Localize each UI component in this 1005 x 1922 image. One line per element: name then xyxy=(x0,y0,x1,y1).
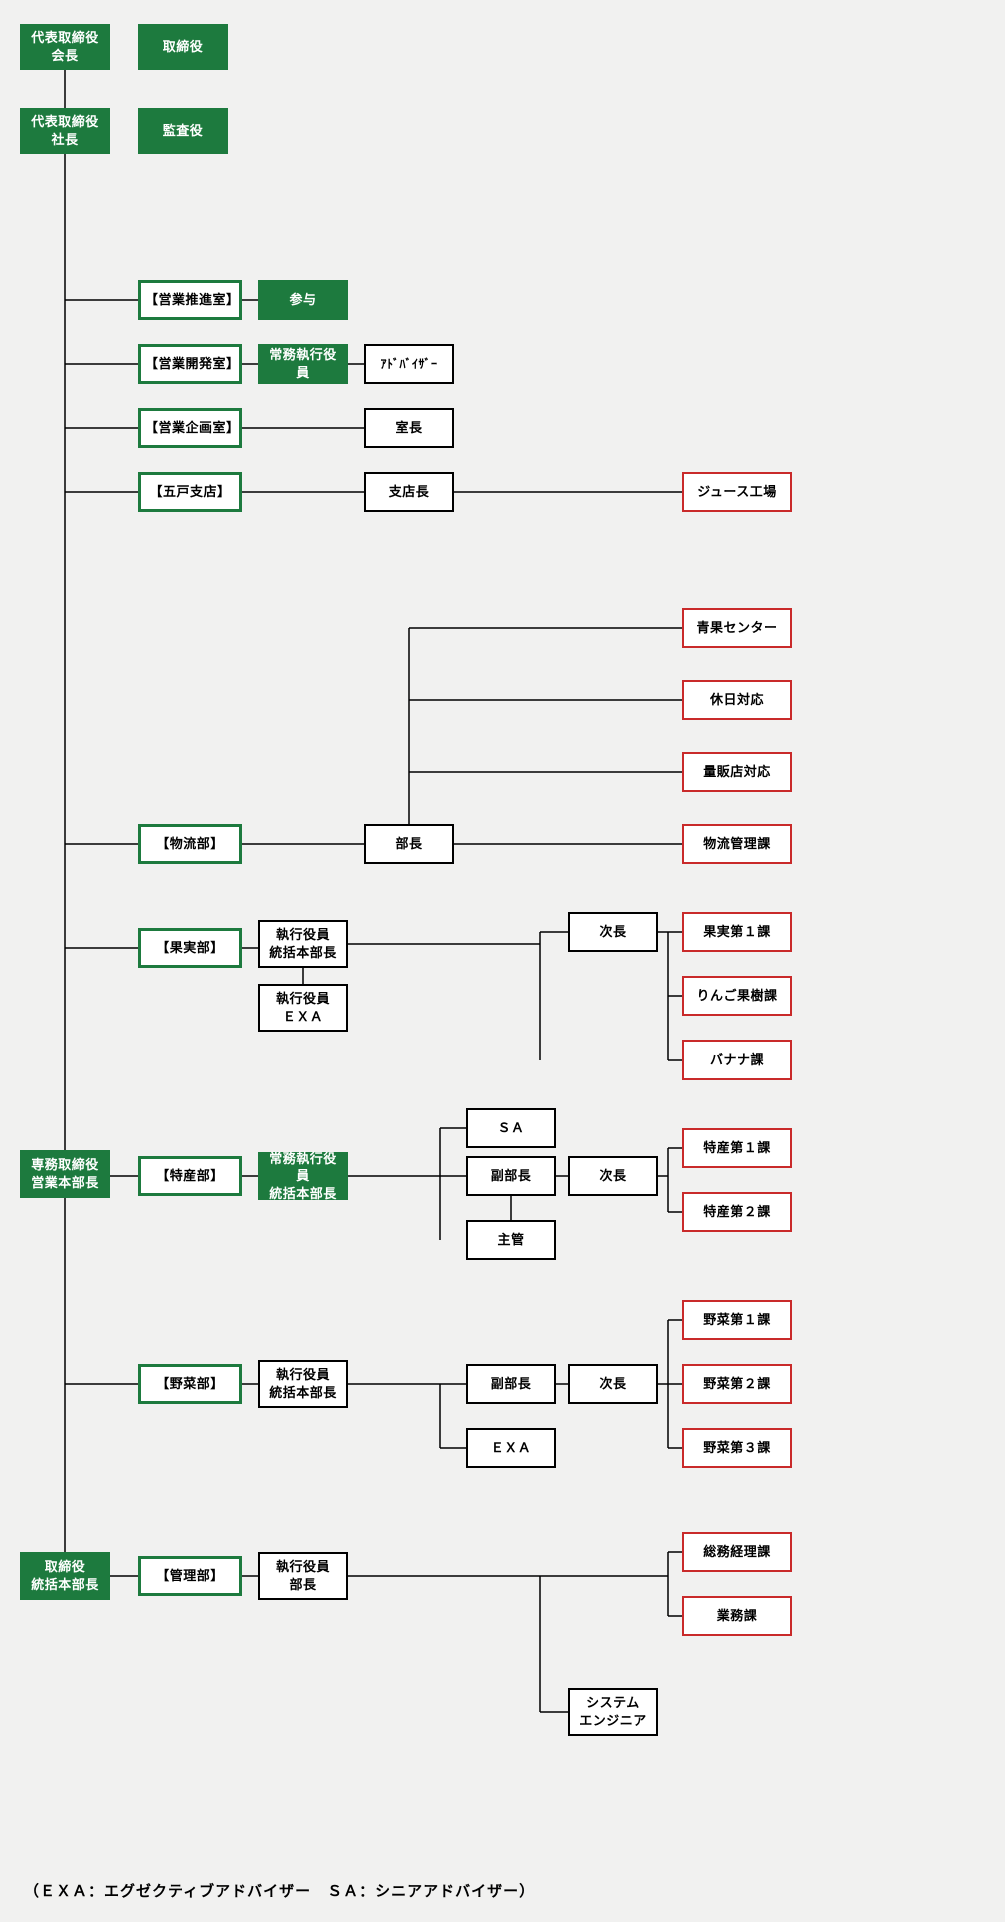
node-sales-plan: 【営業企画室】 xyxy=(138,408,242,448)
node-yasai-jicho: 次長 xyxy=(568,1364,658,1404)
node-shitencho: 支店長 xyxy=(364,472,454,512)
node-tokusan-jicho: 次長 xyxy=(568,1156,658,1196)
node-bucho: 部長 xyxy=(364,824,454,864)
node-somu: 総務経理課 xyxy=(682,1532,792,1572)
node-chairman: 代表取締役 会長 xyxy=(20,24,110,70)
node-yasai1: 野菜第１課 xyxy=(682,1300,792,1340)
node-torishimari-hq: 取締役 統括本部長 xyxy=(20,1552,110,1600)
node-senmu-hq: 専務取締役 営業本部長 xyxy=(20,1150,110,1198)
node-kanri-exec: 執行役員 部長 xyxy=(258,1552,348,1600)
node-juice: ジュース工場 xyxy=(682,472,792,512)
org-chart: （ＥＸＡ：エグゼクティブアドバイザー ＳＡ：シニアアドバイザー） 代表取締役 会… xyxy=(0,0,1005,1922)
node-yasai2: 野菜第２課 xyxy=(682,1364,792,1404)
node-yasai-exec: 執行役員 統括本部長 xyxy=(258,1360,348,1408)
node-ryohan: 量販店対応 xyxy=(682,752,792,792)
node-sales-dev: 【営業開発室】 xyxy=(138,344,242,384)
node-sa: ＳＡ xyxy=(466,1108,556,1148)
node-fruit-jicho: 次長 xyxy=(568,912,658,952)
node-exa2: ＥＸＡ xyxy=(466,1428,556,1468)
node-gyomu: 業務課 xyxy=(682,1596,792,1636)
node-banana: バナナ課 xyxy=(682,1040,792,1080)
node-shitsucho: 室長 xyxy=(364,408,454,448)
node-jomu-hq: 常務執行役員 統括本部長 xyxy=(258,1152,348,1200)
node-director: 取締役 xyxy=(138,24,228,70)
node-jomu-exec: 常務執行役員 xyxy=(258,344,348,384)
node-fukubucho1: 副部長 xyxy=(466,1156,556,1196)
node-sales-promo: 【営業推進室】 xyxy=(138,280,242,320)
node-sanyo: 参与 xyxy=(258,280,348,320)
node-kanri-dept: 【管理部】 xyxy=(138,1556,242,1596)
node-se: システム エンジニア xyxy=(568,1688,658,1736)
node-seika-center: 青果センター xyxy=(682,608,792,648)
node-fruit-exa: 執行役員 ＥＸＡ xyxy=(258,984,348,1032)
node-tokusan-dept: 【特産部】 xyxy=(138,1156,242,1196)
node-fruit-exec: 執行役員 統括本部長 xyxy=(258,920,348,968)
node-tokusan2: 特産第２課 xyxy=(682,1192,792,1232)
node-yasai3: 野菜第３課 xyxy=(682,1428,792,1468)
node-advisor: ｱﾄﾞﾊﾞｲｻﾞｰ xyxy=(364,344,454,384)
node-gonohe: 【五戸支店】 xyxy=(138,472,242,512)
node-president: 代表取締役 社長 xyxy=(20,108,110,154)
node-yasai-dept: 【野菜部】 xyxy=(138,1364,242,1404)
node-fruit-dept: 【果実部】 xyxy=(138,928,242,968)
node-auditor: 監査役 xyxy=(138,108,228,154)
node-logistics: 【物流部】 xyxy=(138,824,242,864)
node-tokusan1: 特産第１課 xyxy=(682,1128,792,1168)
node-kajitsu1: 果実第１課 xyxy=(682,912,792,952)
node-shukan: 主管 xyxy=(466,1220,556,1260)
node-holiday: 休日対応 xyxy=(682,680,792,720)
legend-text: （ＥＸＡ：エグゼクティブアドバイザー ＳＡ：シニアアドバイザー） xyxy=(24,1880,535,1901)
node-ringo: りんご果樹課 xyxy=(682,976,792,1016)
node-logistics-ka: 物流管理課 xyxy=(682,824,792,864)
node-fukubucho2: 副部長 xyxy=(466,1364,556,1404)
